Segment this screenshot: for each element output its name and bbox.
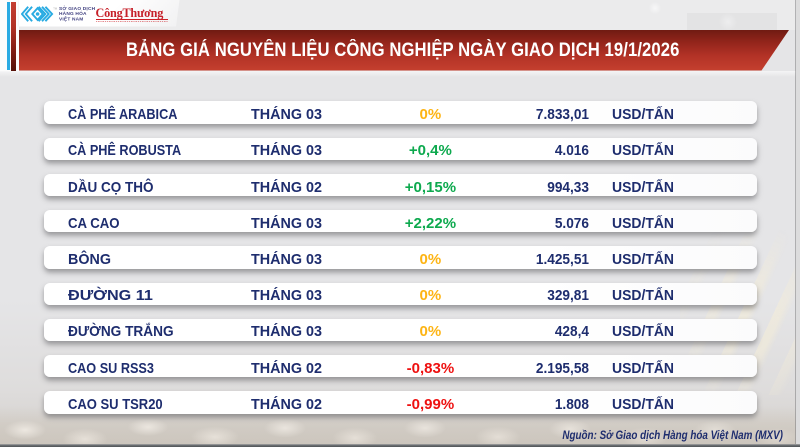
svg-text:TM: TM [54, 6, 58, 10]
